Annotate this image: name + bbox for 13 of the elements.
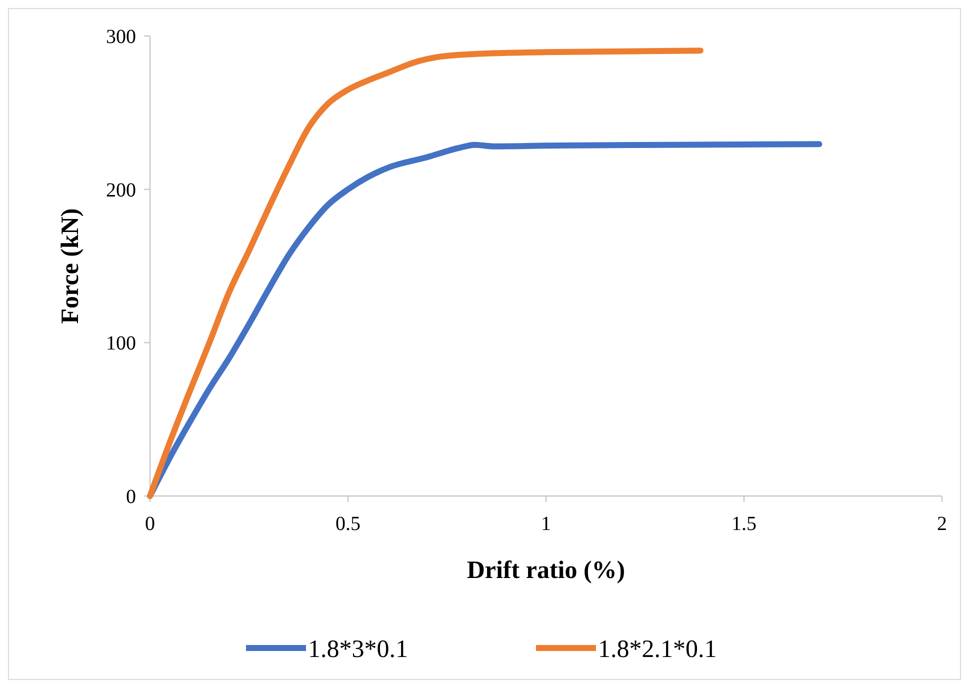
legend-label: 1.8*3*0.1: [308, 636, 408, 663]
y-tick-label: 100: [106, 332, 136, 355]
x-tick-label: 2: [937, 513, 947, 535]
x-tick-label: 0: [145, 513, 155, 535]
legend-label: 1.8*2.1*0.1: [598, 636, 717, 663]
x-tick-label: 1: [541, 513, 551, 535]
x-axis-title: Drift ratio (%): [466, 557, 626, 584]
y-tick-label: 0: [126, 486, 136, 508]
x-tick-label: 1.5: [732, 513, 756, 535]
y-tick-label: 200: [106, 179, 136, 202]
x-tick-label: 0.5: [336, 513, 360, 535]
y-axis-title: Force (kN): [57, 208, 84, 324]
y-tick-label: 300: [106, 26, 136, 48]
